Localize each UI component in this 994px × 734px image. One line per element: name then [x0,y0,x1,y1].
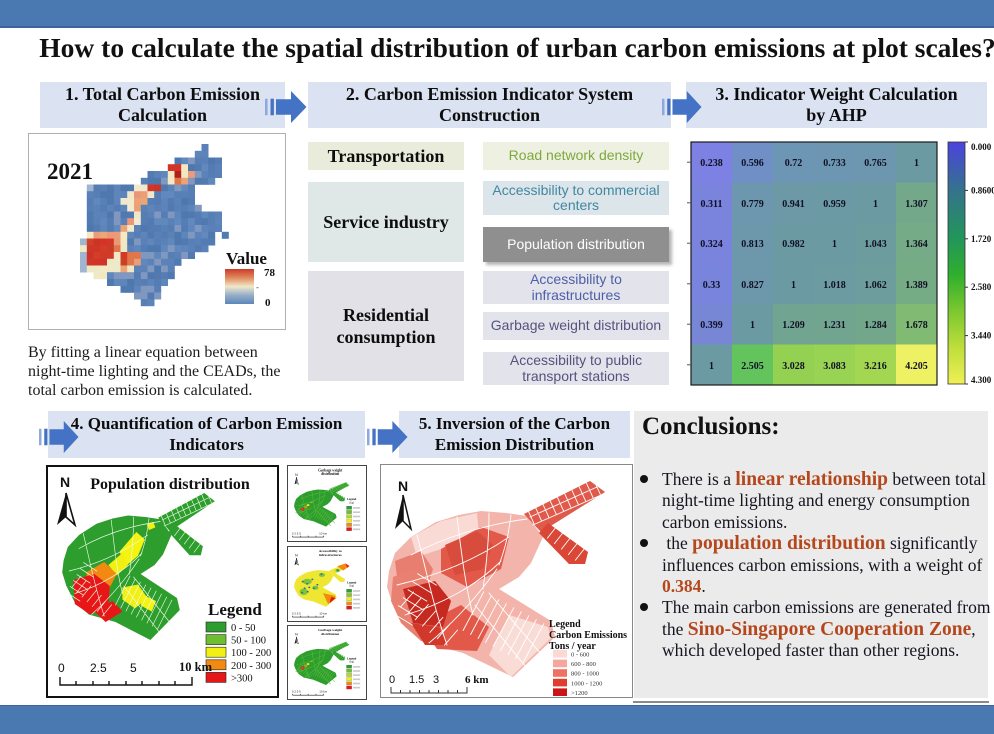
svg-text:Legend: Legend [347,497,357,501]
svg-text:2.5: 2.5 [90,661,107,675]
svg-text:infrastructures: infrastructures [319,553,343,557]
svg-text:1: 1 [873,199,878,210]
svg-text:0 2.5 5: 0 2.5 5 [292,612,301,616]
svg-text:Carbon Emissions: Carbon Emissions [549,630,627,641]
svg-text:N: N [295,633,298,637]
svg-text:0.238: 0.238 [700,158,723,169]
svg-text:0.827: 0.827 [741,280,764,291]
svg-text:1000 - 1200: 1000 - 1200 [571,680,602,687]
svg-text:>1200: >1200 [571,690,588,697]
svg-text:Garbage weight: Garbage weight [318,628,343,632]
svg-text:(kg): (kg) [350,585,354,588]
svg-text:3.083: 3.083 [823,361,846,372]
svg-text:N: N [398,478,408,494]
svg-text:N: N [295,473,298,477]
svg-text:78: 78 [264,267,276,279]
svg-text:1: 1 [791,280,796,291]
svg-text:0.765: 0.765 [864,158,887,169]
svg-text:1.307: 1.307 [905,199,928,210]
svg-text:2.505: 2.505 [741,361,764,372]
svg-text:1.231: 1.231 [823,320,846,331]
svg-text:distribution: distribution [321,472,339,476]
svg-text:Legend: Legend [549,619,581,630]
svg-text:0.324: 0.324 [700,239,723,250]
svg-text:1.389: 1.389 [905,280,928,291]
svg-text:2.580: 2.580 [971,282,992,292]
svg-text:100 - 200: 100 - 200 [231,648,271,659]
svg-text:0.813: 0.813 [741,239,764,250]
svg-text:3.028: 3.028 [782,361,805,372]
svg-text:6 km: 6 km [465,674,489,686]
svg-text:0.311: 0.311 [701,199,723,210]
svg-text:Legend: Legend [208,600,262,619]
svg-text:1.062: 1.062 [864,280,887,291]
svg-text:N: N [295,554,298,558]
svg-text:1.284: 1.284 [864,320,887,331]
svg-text:0.779: 0.779 [741,199,764,210]
svg-text:1: 1 [709,361,714,372]
svg-text:0.000: 0.000 [971,142,992,152]
svg-text:Population distribution: Population distribution [90,476,250,493]
svg-text:10 km: 10 km [319,531,328,535]
svg-text:3.216: 3.216 [864,361,887,372]
svg-text:3: 3 [433,674,439,686]
svg-text:4.205: 4.205 [905,361,928,372]
svg-text:1.043: 1.043 [864,239,887,250]
svg-text:>300: >300 [231,673,253,684]
svg-text:1.364: 1.364 [905,239,928,250]
svg-text:0.596: 0.596 [741,158,764,169]
svg-text:1.5: 1.5 [409,674,424,686]
svg-text:0.982: 0.982 [782,239,805,250]
svg-text:N: N [60,474,70,490]
svg-text:(kg): (kg) [350,501,354,504]
svg-text:1.209: 1.209 [782,320,805,331]
svg-text:0.72: 0.72 [785,158,803,169]
svg-text:1: 1 [750,320,755,331]
svg-text:1.018: 1.018 [823,280,846,291]
svg-text:0 - 50: 0 - 50 [231,623,256,634]
svg-text:10 km: 10 km [319,612,327,616]
svg-text:-: - [256,282,259,292]
svg-text:4.300: 4.300 [971,375,992,385]
svg-text:10 km: 10 km [179,660,213,674]
svg-text:0.399: 0.399 [700,320,723,331]
svg-text:Legend: Legend [347,656,357,660]
svg-text:1.678: 1.678 [905,320,928,331]
svg-text:3.440: 3.440 [971,331,992,341]
svg-text:800 - 1000: 800 - 1000 [571,671,599,678]
svg-text:0.8600: 0.8600 [971,185,994,195]
svg-text:0 2.5 5: 0 2.5 5 [292,531,301,535]
svg-text:0.33: 0.33 [703,280,721,291]
svg-text:0: 0 [58,661,65,675]
svg-text:200 - 300: 200 - 300 [231,661,271,672]
svg-text:0.941: 0.941 [782,199,805,210]
svg-text:0 2.5 5: 0 2.5 5 [292,690,301,694]
svg-text:10 km: 10 km [319,690,328,694]
svg-text:(kg): (kg) [350,661,354,664]
svg-text:0.733: 0.733 [823,158,846,169]
svg-text:Accessibility to: Accessibility to [319,549,342,553]
svg-text:0 - 600: 0 - 600 [571,652,589,659]
svg-text:600 - 800: 600 - 800 [571,661,596,668]
svg-text:0: 0 [265,297,271,309]
svg-text:0.959: 0.959 [823,199,846,210]
svg-text:1: 1 [832,239,837,250]
svg-text:50 - 100: 50 - 100 [231,636,266,647]
svg-text:0: 0 [389,674,395,686]
svg-text:1: 1 [914,158,919,169]
svg-text:Tons / year: Tons / year [549,641,596,652]
svg-text:Legend: Legend [347,580,357,584]
svg-text:5: 5 [130,661,137,675]
svg-text:1.720: 1.720 [971,234,992,244]
svg-text:distribution: distribution [321,632,339,636]
svg-text:Garbage weight: Garbage weight [318,468,343,472]
svg-text:Value: Value [226,249,267,268]
